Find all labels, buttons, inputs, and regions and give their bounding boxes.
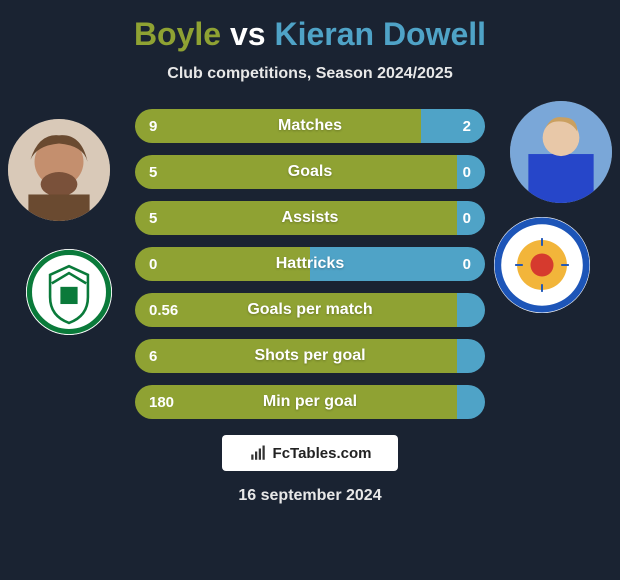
stat-bar: 6Shots per goal [135,339,485,373]
subtitle: Club competitions, Season 2024/2025 [0,65,620,83]
stat-left-value: 0.56 [135,293,457,327]
stat-bar: 00Hattricks [135,247,485,281]
player2-avatar [510,101,612,203]
stat-bar: 180Min per goal [135,385,485,419]
title-player1: Boyle [134,16,221,52]
page-title: Boyle vs Kieran Dowell [0,16,620,53]
stat-right-value [457,385,485,419]
player1-club-crest [26,249,112,335]
comparison-card: Boyle vs Kieran Dowell Club competitions… [0,0,620,515]
stat-left-value: 5 [135,201,457,235]
title-player2: Kieran Dowell [274,16,486,52]
stat-left-value: 5 [135,155,457,189]
stat-left-value: 6 [135,339,457,373]
stat-right-value: 0 [310,247,485,281]
brand-badge: FcTables.com [222,435,398,471]
stat-bars: 92Matches 50Goals 50Assists 00Hattricks 0.56… [135,109,485,419]
player2-club-crest [494,217,590,313]
stat-right-value: 2 [421,109,485,143]
stat-right-value [457,339,485,373]
stat-left-value: 0 [135,247,310,281]
chart-icon [249,444,267,462]
player1-avatar [8,119,110,221]
report-date: 16 september 2024 [0,487,620,505]
title-vs: vs [230,16,266,52]
stat-bar: 92Matches [135,109,485,143]
stat-left-value: 9 [135,109,421,143]
stat-bar: 50Goals [135,155,485,189]
stat-right-value: 0 [457,201,485,235]
stat-bar: 50Assists [135,201,485,235]
brand-text: FcTables.com [273,445,372,462]
stat-bar: 0.56Goals per match [135,293,485,327]
stat-left-value: 180 [135,385,457,419]
stat-right-value: 0 [457,155,485,189]
main-area: 92Matches 50Goals 50Assists 00Hattricks 0.56… [0,109,620,505]
stat-right-value [457,293,485,327]
